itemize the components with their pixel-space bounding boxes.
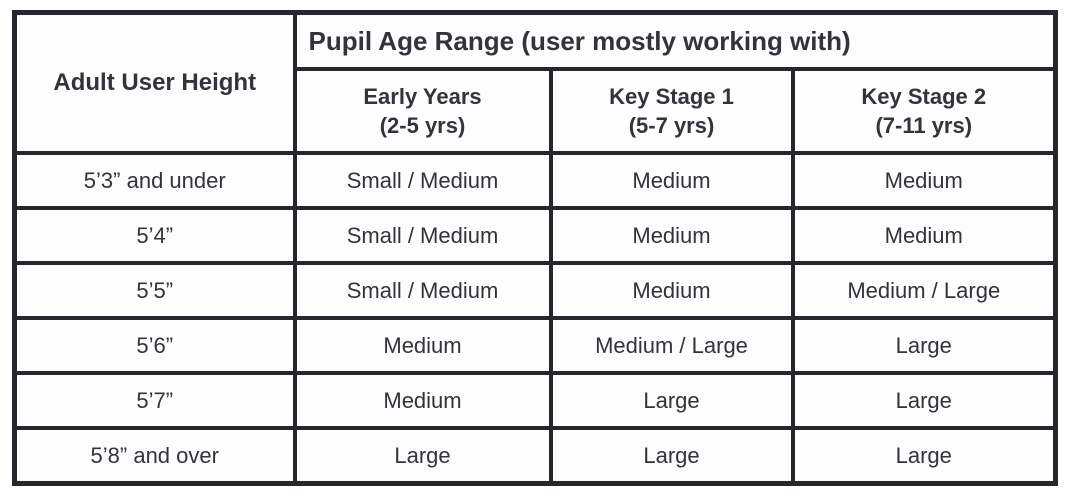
cell-key-stage-2: Large [790, 426, 1058, 486]
table-row: 5’4” Small / Medium Medium Medium [12, 206, 1058, 265]
column-header-key-stage-2: Key Stage 2 (7-11 yrs) [790, 67, 1058, 155]
header-row-top: Adult User Height Pupil Age Range (user … [12, 10, 1058, 155]
cell-key-stage-1: Medium [548, 261, 795, 320]
cell-key-stage-1: Large [548, 371, 795, 430]
column-header-range: (7-11 yrs) [875, 113, 973, 138]
corner-header-adult-user-height: Adult User Height [12, 10, 297, 155]
cell-adult-height: 5’5” [12, 261, 297, 320]
cell-key-stage-1: Medium / Large [548, 316, 795, 375]
cell-key-stage-2: Large [790, 316, 1058, 375]
cell-early-years: Small / Medium [292, 261, 553, 320]
table-row: 5’7” Medium Large Large [12, 371, 1058, 430]
cell-adult-height: 5’6” [12, 316, 297, 375]
cell-early-years: Medium [292, 371, 553, 430]
cell-early-years: Large [292, 426, 553, 486]
cell-key-stage-1: Large [548, 426, 795, 486]
column-header-label: Early Years [363, 83, 482, 109]
table-row: 5’6” Medium Medium / Large Large [12, 316, 1058, 375]
column-header-label: Key Stage 2 [861, 83, 987, 109]
cell-early-years: Small / Medium [292, 151, 553, 210]
cell-early-years: Small / Medium [292, 206, 553, 265]
chair-sizing-table: Adult User Height Pupil Age Range (user … [12, 10, 1059, 486]
cell-key-stage-1: Medium [548, 151, 795, 210]
column-header-range: (5-7 yrs) [628, 113, 715, 138]
cell-key-stage-2: Large [790, 371, 1058, 430]
chair-sizing-table-container: Adult User Height Pupil Age Range (user … [12, 10, 1059, 486]
cell-early-years: Medium [292, 316, 553, 375]
cell-key-stage-2: Medium [790, 206, 1058, 265]
table-row: 5’8” and over Large Large Large [12, 426, 1058, 486]
cell-key-stage-2: Medium / Large [790, 261, 1058, 320]
cell-adult-height: 5’7” [12, 371, 297, 430]
header-row-sub: Early Years (2-5 yrs) Key Stage 1 (5-7 y… [15, 67, 1058, 155]
cell-adult-height: 5’8” and over [12, 426, 297, 486]
cell-key-stage-1: Medium [548, 206, 795, 265]
cell-adult-height: 5’4” [12, 206, 297, 265]
table-row: 5’3” and under Small / Medium Medium Med… [12, 151, 1058, 210]
cell-key-stage-2: Medium [790, 151, 1058, 210]
column-header-key-stage-1: Key Stage 1 (5-7 yrs) [548, 67, 795, 155]
column-header-early-years: Early Years (2-5 yrs) [292, 67, 553, 155]
column-header-label: Key Stage 1 [609, 83, 734, 109]
table-row: 5’5” Small / Medium Medium Medium / Larg… [12, 261, 1058, 320]
column-header-range: (2-5 yrs) [379, 113, 466, 138]
top-header-pupil-age-range: Pupil Age Range (user mostly working wit… [292, 10, 1058, 71]
cell-adult-height: 5’3” and under [12, 151, 297, 210]
